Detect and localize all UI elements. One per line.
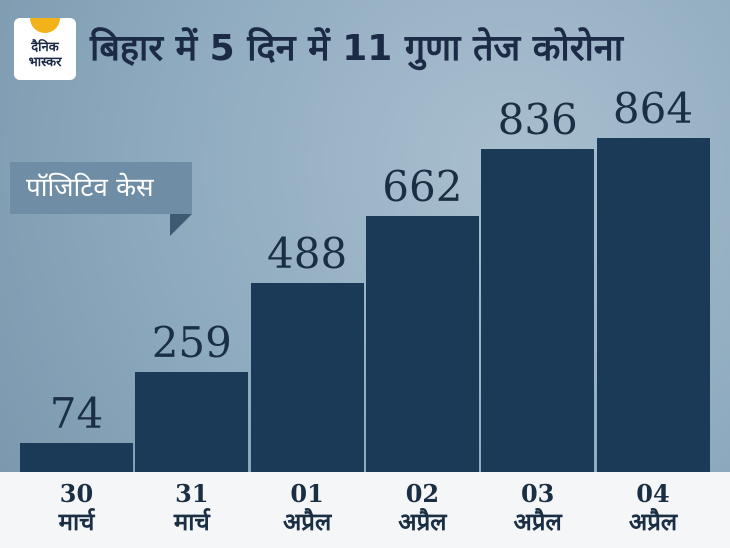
chart-title: बिहार में 5 दिन में 11 गुणा तेज कोरोना (90, 28, 624, 69)
x-tick-label: 02 अप्रैल (398, 479, 447, 536)
value-label: 864 (612, 84, 694, 133)
x-tick-label: 31 मार्च (173, 479, 210, 536)
value-label: 74 (49, 389, 104, 439)
value-label: 836 (497, 94, 578, 144)
x-tick-label: 01 अप्रैल (282, 479, 332, 536)
x-tick-label: 30 मार्च (58, 479, 95, 536)
value-label: 488 (267, 229, 348, 279)
bar (596, 138, 710, 472)
logo: दैनिक भास्कर (14, 18, 76, 80)
bar (250, 283, 364, 472)
x-tick-label: 04 अप्रैल (628, 479, 678, 536)
value-label: 662 (382, 162, 463, 212)
bar (135, 371, 249, 472)
logo-text: दैनिक (31, 40, 59, 55)
subtitle-tag: पॉजिटिव केस (10, 162, 192, 214)
bar (20, 443, 133, 472)
category-strip (0, 472, 730, 548)
x-tick-label: 03 अप्रैल (513, 479, 562, 536)
bar (481, 148, 595, 472)
logo-text: भास्कर (28, 55, 62, 70)
bar (365, 216, 479, 472)
tag-fold (170, 214, 192, 236)
value-label: 259 (151, 317, 232, 367)
